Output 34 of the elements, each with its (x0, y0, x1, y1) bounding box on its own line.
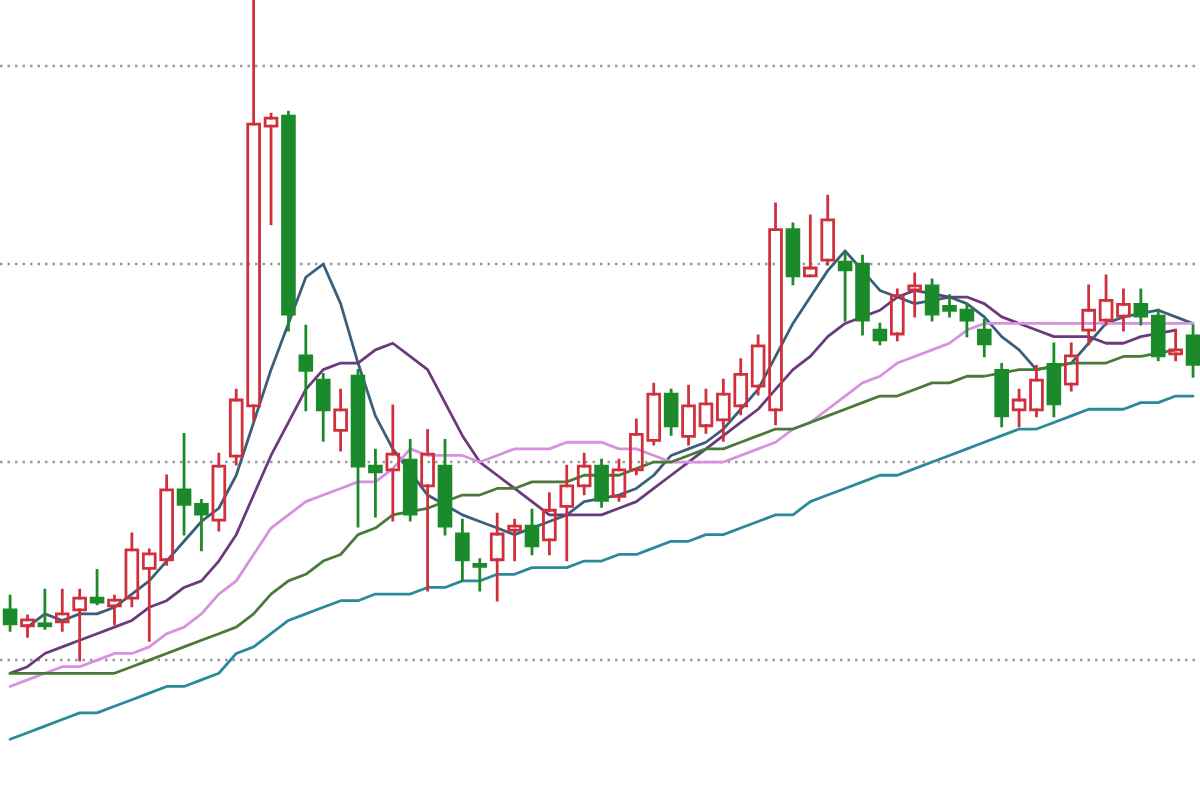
candlestick (298, 324, 314, 412)
candlestick (385, 404, 401, 522)
candlestick (315, 372, 331, 442)
candlestick (72, 588, 87, 662)
candlestick (333, 388, 348, 452)
candlestick (472, 558, 488, 592)
candlestick (1168, 328, 1183, 362)
candlestick (2, 594, 18, 632)
candlestick (1185, 324, 1200, 378)
candlestick (907, 272, 922, 318)
candlestick (402, 438, 418, 522)
candlestick (890, 288, 905, 342)
candlestick (489, 512, 505, 602)
candlestick (89, 568, 105, 606)
candlestick (524, 508, 540, 556)
candlestick (54, 588, 70, 632)
candlestick (976, 318, 992, 358)
candlestick (37, 588, 53, 630)
candlestick (1063, 342, 1079, 392)
candlestick (437, 438, 453, 536)
candlestick (211, 452, 227, 532)
candlestick (1046, 342, 1062, 418)
candlestick (994, 362, 1009, 428)
candlestick (507, 518, 522, 562)
candlestick (542, 492, 557, 556)
candlestick (420, 428, 435, 592)
candlestick (594, 458, 609, 508)
candlestick (803, 214, 818, 278)
candlestick (820, 194, 836, 266)
candlestick (663, 388, 679, 436)
candlestick (281, 110, 296, 332)
candlestick (20, 614, 35, 638)
candlestick (455, 518, 470, 582)
candlestick (107, 594, 122, 626)
